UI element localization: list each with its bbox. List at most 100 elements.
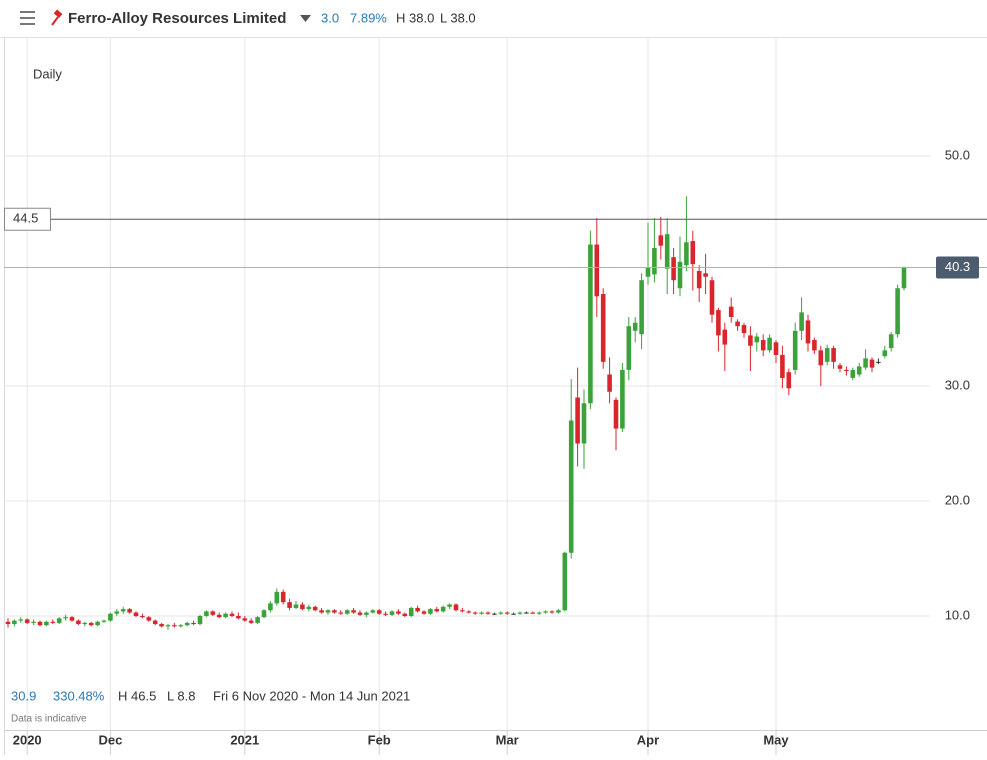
candle-body xyxy=(37,621,43,626)
candle-body xyxy=(524,612,529,614)
x-tick-label: Apr xyxy=(637,732,659,747)
candle-body xyxy=(760,340,766,351)
candle-body xyxy=(901,267,907,289)
candle-body xyxy=(824,348,830,362)
candle-body xyxy=(5,621,11,625)
change-percent: 7.89% xyxy=(350,10,387,25)
candle-body xyxy=(274,591,280,604)
level-label-box xyxy=(4,207,51,231)
candle-body xyxy=(492,613,497,615)
candle-body xyxy=(684,242,689,266)
candle-body xyxy=(748,335,753,346)
candle-body xyxy=(575,397,580,444)
candle-body xyxy=(396,611,401,614)
candle-body xyxy=(88,622,94,626)
candle-body xyxy=(511,613,516,615)
candle-body xyxy=(780,354,785,378)
candle-body xyxy=(300,604,305,610)
candle-body xyxy=(568,420,574,553)
candle-body xyxy=(767,337,772,351)
candle-body xyxy=(165,625,171,627)
candle-body xyxy=(108,613,113,621)
candle-body xyxy=(69,617,75,621)
candle-body xyxy=(402,613,408,616)
candle-body xyxy=(312,606,318,611)
high: H 38.0 xyxy=(396,10,434,25)
candle-body xyxy=(236,616,241,619)
y-tick-label: 50.0 xyxy=(945,147,970,162)
menu-button[interactable] xyxy=(20,11,35,25)
disclaimer: Data is indicative xyxy=(11,714,87,725)
candle-body xyxy=(549,611,555,613)
candle-body xyxy=(722,329,728,345)
candle-body xyxy=(24,619,30,623)
candle-body xyxy=(364,612,369,615)
candle-body xyxy=(600,294,606,362)
candle-body xyxy=(82,622,88,625)
x-tick-label: Feb xyxy=(368,732,391,747)
candle-body xyxy=(95,621,100,626)
overlay: 44.5 40.3 xyxy=(4,207,987,279)
candle-body xyxy=(504,612,510,614)
candle-body xyxy=(517,612,523,614)
candle-body xyxy=(773,342,779,355)
candle-body xyxy=(255,617,260,623)
footer: 30.9 330.48% H 46.5 L 8.8 Fri 6 Nov 2020… xyxy=(4,688,987,731)
candle-body xyxy=(376,610,382,614)
candle-body xyxy=(31,621,36,623)
date-range: Fri 6 Nov 2020 - Mon 14 Jun 2021 xyxy=(213,688,410,703)
candle-body xyxy=(325,610,331,613)
candle-body xyxy=(63,617,68,619)
price-tag-box xyxy=(936,256,979,279)
candle-body xyxy=(191,622,196,625)
candle-body xyxy=(370,610,376,613)
candle-body xyxy=(818,350,824,366)
candle-body xyxy=(626,326,632,370)
candle-body xyxy=(709,280,715,315)
candle-body xyxy=(453,604,459,611)
instrument-title[interactable]: Ferro-Alloy Resources Limited xyxy=(68,10,286,27)
candle-body xyxy=(12,620,17,625)
candle-body xyxy=(581,403,587,444)
dropdown-arrow[interactable] xyxy=(300,15,311,22)
interval-label: Daily xyxy=(33,66,62,81)
candle-body xyxy=(421,611,427,614)
candle-body xyxy=(639,280,644,335)
candle-body xyxy=(351,610,356,613)
candle-body xyxy=(146,617,152,621)
period-low: L 8.8 xyxy=(167,688,195,703)
candle-body xyxy=(172,625,177,627)
candle-body xyxy=(415,607,420,612)
candle-body xyxy=(792,330,798,370)
y-tick-label: 10.0 xyxy=(945,607,970,622)
header: Ferro-Alloy Resources Limited 3.0 7.89% … xyxy=(0,9,987,38)
candle-body xyxy=(338,612,344,614)
period-change: 30.9 xyxy=(11,688,36,703)
candle-body xyxy=(306,606,312,610)
candle-body xyxy=(786,372,792,389)
level-label: 44.5 xyxy=(13,211,38,226)
candle-body xyxy=(223,613,228,618)
candle-body xyxy=(133,612,139,616)
candle-body xyxy=(101,620,107,622)
pin-icon[interactable] xyxy=(51,9,63,26)
candle-body xyxy=(485,612,491,614)
candle-body xyxy=(530,612,536,614)
candle-body xyxy=(856,366,862,375)
candle-body xyxy=(280,591,286,603)
candle-body xyxy=(895,288,900,335)
candle-body xyxy=(447,604,452,607)
candle-body xyxy=(261,610,267,618)
candle-body xyxy=(562,552,568,611)
candle-body xyxy=(588,244,593,404)
candle-body xyxy=(799,312,804,331)
candle-body xyxy=(696,271,702,289)
candle-body xyxy=(888,334,894,349)
candle-body xyxy=(383,613,388,615)
candle-body xyxy=(869,359,875,368)
candle-body xyxy=(178,625,184,627)
candle-body xyxy=(428,609,433,614)
